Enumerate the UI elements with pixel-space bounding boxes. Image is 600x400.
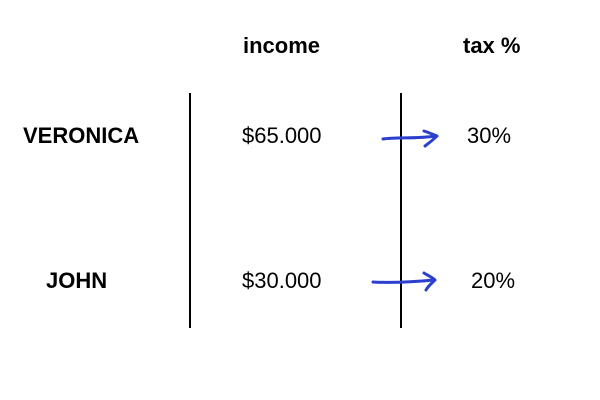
hand-drawn-right-arrow-icon [381,129,439,148]
hand-drawn-right-arrow-icon [371,271,437,292]
names-income-divider [189,93,191,328]
row-1-tax-rate: 30% [467,123,512,148]
row-2-tax-rate: 20% [471,268,516,293]
row-1-name: VERONICA [23,123,140,148]
tax-column-header: tax % [463,33,521,58]
income-column-header: income [243,33,321,58]
row-2-name: JOHN [46,268,108,293]
row-2-income: $30.000 [242,268,322,293]
row-1-income: $65.000 [242,123,322,148]
income-tax-divider [400,93,402,328]
